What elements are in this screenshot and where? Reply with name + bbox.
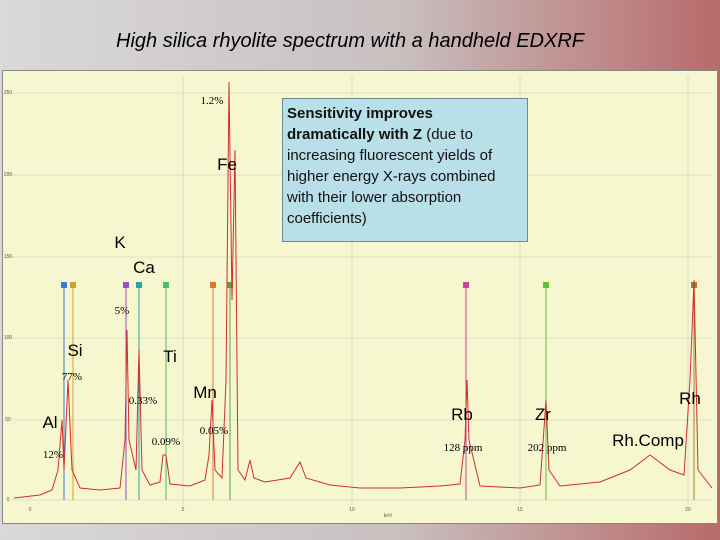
title: High silica rhyolite spectrum with a han…: [116, 30, 584, 52]
annotation: 128 ppm: [443, 442, 483, 454]
annotation: Zr: [534, 405, 552, 424]
annotation: Al: [42, 413, 58, 432]
x-tick-label: 15: [517, 507, 523, 513]
callout: Sensitivity improves dramatically with Z…: [282, 98, 528, 242]
y-tick-label: 250: [3, 90, 13, 96]
annotation: Mn: [193, 383, 217, 402]
annotation: 12%: [42, 449, 64, 461]
y-tick-label: 150: [3, 254, 13, 260]
y-tick-label: 100: [3, 335, 13, 341]
y-tick-label: 0: [6, 497, 10, 503]
annotation: 0.05%: [199, 425, 229, 437]
x-tick-label: 0: [28, 507, 32, 513]
element-tags: [61, 282, 697, 288]
annotation: Rh: [679, 389, 701, 408]
spectrum-plot: [2, 70, 718, 524]
annotation: 77%: [61, 371, 83, 383]
annotation: 202 ppm: [527, 442, 567, 454]
element-markers: [63, 282, 695, 500]
annotation: Fe: [217, 155, 237, 174]
y-tick-label: 200: [3, 172, 13, 178]
y-tick-label: 50: [5, 417, 11, 423]
annotation: Ca: [133, 258, 155, 277]
spectrum-line: [13, 81, 713, 499]
annotation: Si: [67, 341, 83, 360]
callout-lead: Sensitivity improves dramatically with Z: [287, 105, 433, 143]
x-axis-label: keV: [383, 513, 393, 519]
annotation: 0.09%: [151, 436, 181, 448]
x-tick-label: 5: [181, 507, 185, 513]
annotation: 0.33%: [128, 395, 158, 407]
annotation: 5%: [114, 305, 130, 317]
callout-text: (due to increasing fluorescent yields of…: [287, 126, 496, 227]
annotation: K: [114, 233, 126, 252]
annotation: Ti: [163, 347, 177, 366]
x-tick-label: 10: [349, 507, 355, 513]
annotation: 1.2%: [200, 95, 224, 107]
annotation: Rh.Comp: [612, 431, 684, 450]
annotation: Rb: [451, 405, 473, 424]
x-tick-label: 20: [685, 507, 691, 513]
